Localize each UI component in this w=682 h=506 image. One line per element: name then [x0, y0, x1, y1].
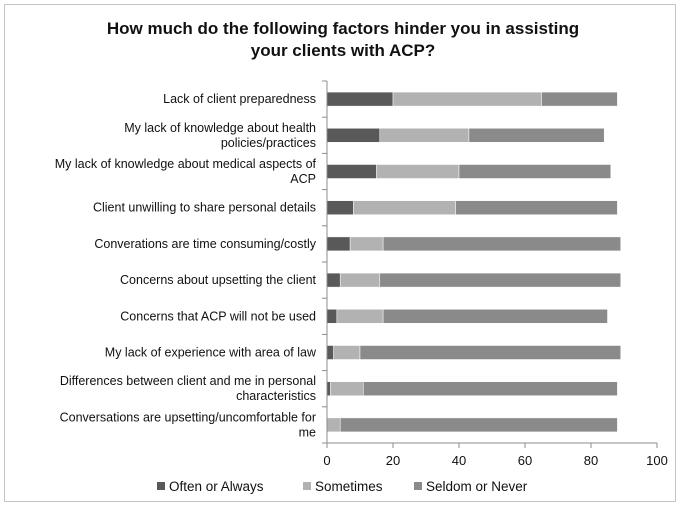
bar-segment — [339, 272, 381, 288]
bar-segment — [339, 417, 618, 433]
category-label: My lack of knowledge about medical aspec… — [55, 157, 317, 171]
category-label: Client unwilling to share personal detai… — [93, 201, 316, 215]
bar-segment — [379, 272, 621, 288]
legend-swatch — [414, 482, 422, 490]
bar-segment — [336, 309, 384, 324]
x-tick-label: 100 — [646, 453, 668, 468]
x-tick-label: 20 — [386, 453, 400, 468]
category-labels: Lack of client preparedness My lack of kn… — [55, 92, 317, 439]
bar-segment — [326, 164, 377, 179]
x-tick-label: 0 — [323, 453, 330, 468]
legend-label: Seldom or Never — [426, 479, 528, 494]
bar-segment — [326, 345, 334, 360]
legend-label: Often or Always — [169, 479, 264, 494]
bar-segment — [326, 91, 394, 107]
bar-segment — [541, 91, 618, 107]
category-label: characteristics — [236, 389, 316, 403]
bar-segment — [326, 272, 341, 288]
bar-segment — [392, 91, 542, 107]
x-tick-label: 40 — [452, 453, 466, 468]
category-label: Conversations are upsetting/uncomfortabl… — [60, 410, 316, 424]
chart-title-line: your clients with ACP? — [251, 41, 436, 60]
bar-segment — [376, 164, 460, 179]
bar-segment — [326, 309, 338, 324]
bar-segment — [326, 236, 351, 252]
category-label: Concerns that ACP will not be used — [120, 309, 316, 323]
legend: Often or Always Sometimes Seldom or Never — [157, 479, 528, 494]
category-label: me — [299, 425, 316, 439]
bar-segment — [379, 128, 470, 143]
bar-segment — [382, 236, 621, 252]
chart-title-line: How much do the following factors hinder… — [107, 19, 579, 38]
x-tick-label: 80 — [584, 453, 598, 468]
category-label: My lack of knowledge about health — [124, 121, 316, 135]
category-label: Concerns about upsetting the client — [120, 273, 316, 287]
category-label: ACP — [290, 172, 316, 186]
bar-segment — [455, 200, 618, 215]
category-label: Converations are time consuming/costly — [94, 237, 316, 251]
bar-segment — [326, 417, 341, 433]
legend-swatch — [303, 482, 311, 490]
bar-segment — [468, 128, 605, 143]
bar-segment — [363, 381, 618, 396]
bar-segment — [353, 200, 456, 215]
chart: How much do the following factors hinder… — [55, 19, 668, 494]
bar-segment — [382, 309, 608, 324]
chart-title: How much do the following factors hinder… — [107, 19, 579, 60]
legend-label: Sometimes — [315, 479, 383, 494]
bars — [326, 91, 621, 433]
bar-segment — [326, 128, 381, 143]
x-axis: 0 20 40 60 80 100 — [322, 80, 668, 468]
bar-segment — [349, 236, 384, 252]
category-label: Lack of client preparedness — [163, 92, 316, 106]
category-label: Differences between client and me in per… — [60, 374, 316, 388]
chart-frame: How much do the following factors hinder… — [4, 4, 676, 502]
category-label: policies/practices — [221, 136, 316, 150]
category-label: My lack of experience with area of law — [105, 346, 317, 360]
bar-segment — [458, 164, 612, 179]
bar-segment — [359, 345, 621, 360]
legend-swatch — [157, 482, 165, 490]
x-tick-label: 60 — [518, 453, 532, 468]
bar-segment — [330, 381, 364, 396]
bar-segment — [333, 345, 361, 360]
bar-segment — [326, 200, 354, 215]
